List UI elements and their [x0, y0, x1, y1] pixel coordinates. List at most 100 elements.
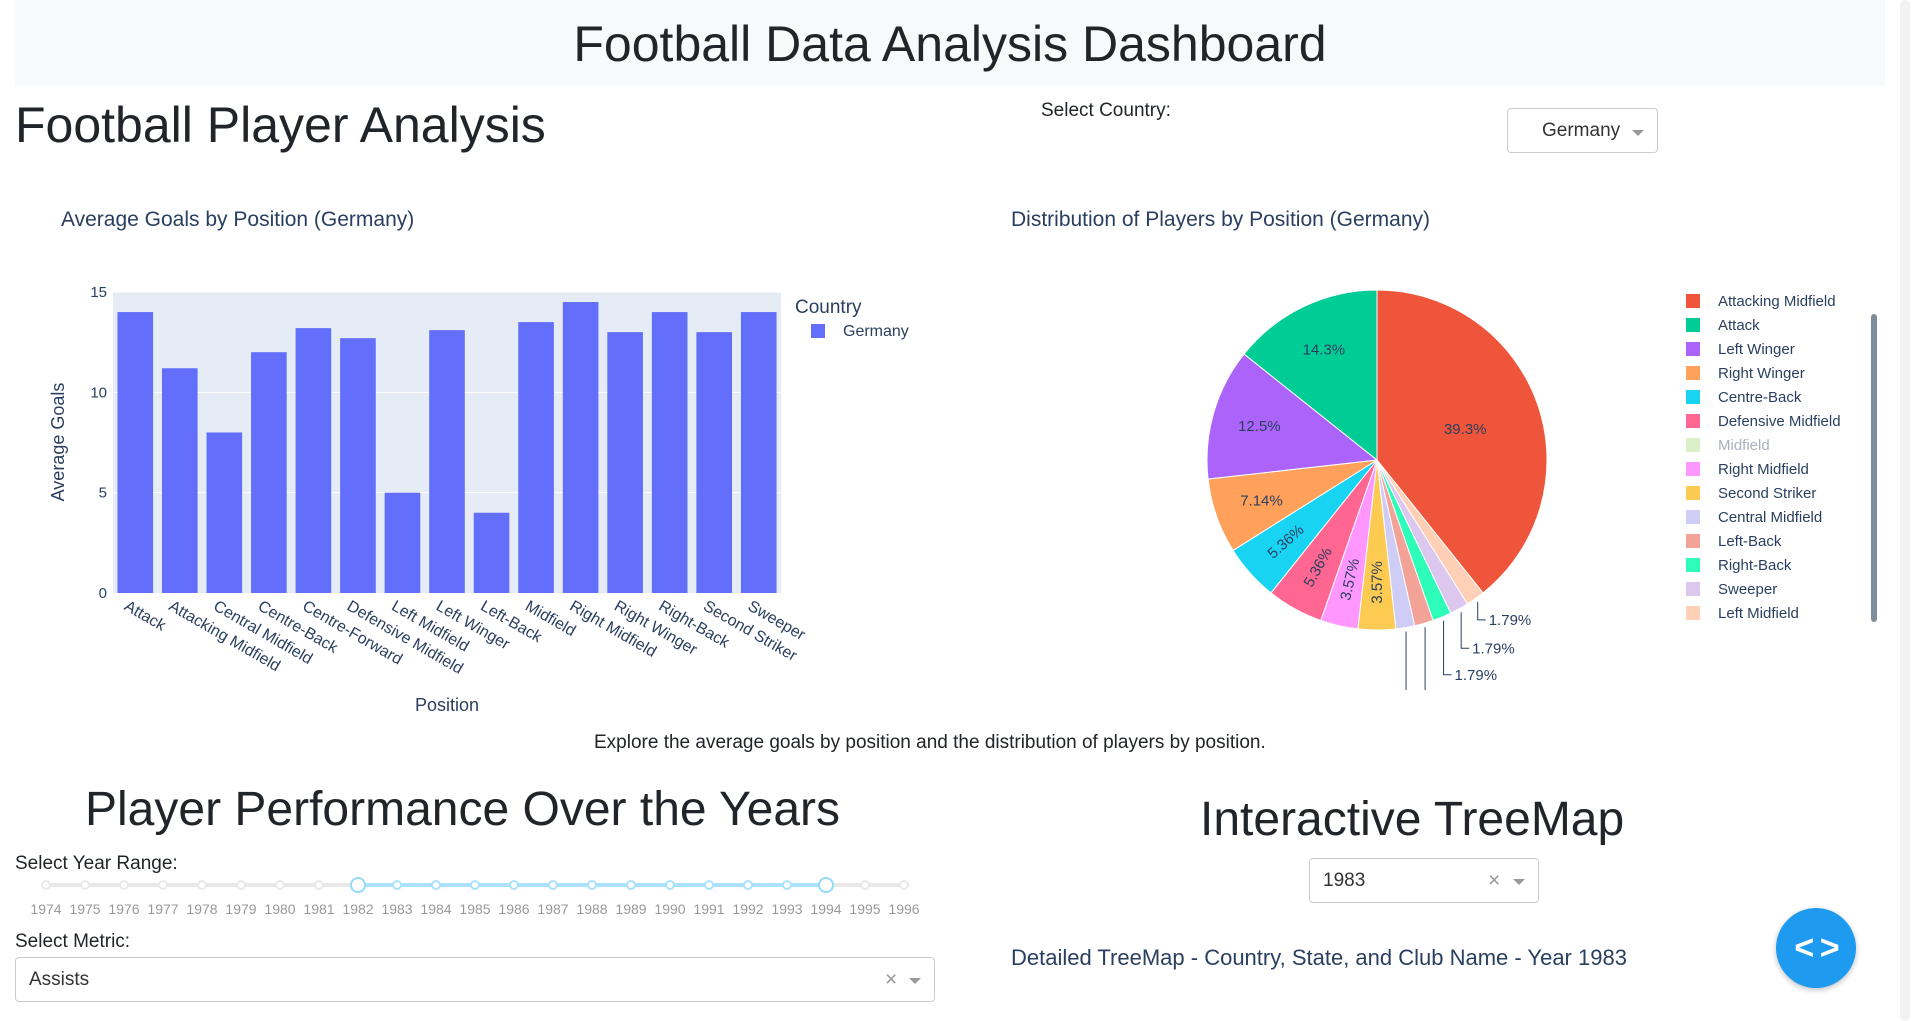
legend-swatch — [1686, 462, 1700, 476]
bar — [696, 332, 733, 593]
legend-label: Second Striker — [1718, 484, 1817, 502]
bar — [429, 330, 465, 593]
slider-mark-label: 1976 — [108, 901, 139, 917]
slider-dot — [158, 880, 168, 890]
slider-mark-label: 1989 — [615, 901, 646, 917]
pie-legend-item[interactable]: Attacking Midfield — [1686, 289, 1876, 313]
pie-legend-item[interactable]: Left-Back — [1686, 529, 1876, 553]
bar — [295, 328, 332, 593]
dashboard-title: Football Data Analysis Dashboard — [573, 16, 1327, 72]
legend-label: Sweeper — [1718, 580, 1778, 598]
treemap-year-dropdown[interactable]: 1983 × — [1309, 858, 1539, 903]
bar-chart-y-axis-title: Average Goals — [48, 383, 68, 502]
year-range-slider[interactable]: 1974 1975 1976 1977 1978 1979 1980 1981 1982 1983… — [15, 870, 935, 922]
pie-slice-label: 3.57% — [1369, 561, 1386, 604]
legend-label: Midfield — [1718, 436, 1770, 454]
metric-dropdown-value: Assists — [29, 969, 90, 990]
pie-label-leader — [1477, 601, 1486, 621]
chevron-down-icon[interactable] — [909, 978, 921, 984]
bar-legend-swatch — [811, 324, 825, 338]
slider-mark-label: 1994 — [810, 901, 841, 917]
pie-legend-item[interactable]: Left Winger — [1686, 337, 1876, 361]
slider-mark-label: 1996 — [888, 901, 919, 917]
pie-slice-label: 14.3% — [1303, 342, 1346, 359]
slider-mark-label: 1993 — [771, 901, 802, 917]
legend-label: Left Winger — [1718, 340, 1795, 358]
pie-slice-label: 1.79% — [1489, 612, 1532, 629]
pie-legend-item[interactable]: Centre-Back — [1686, 385, 1876, 409]
pie-label-leader — [1460, 612, 1470, 649]
clear-icon[interactable]: × — [885, 968, 898, 991]
legend-swatch — [1686, 390, 1700, 404]
slider-dot — [899, 880, 909, 890]
legend-swatch — [1686, 342, 1700, 356]
bar — [340, 338, 376, 593]
slider-dot — [860, 880, 870, 890]
slider-mark-label: 1981 — [303, 901, 334, 917]
pie-slice-label: 12.5% — [1238, 418, 1281, 435]
slider-handle[interactable] — [818, 877, 834, 893]
pie-legend-item[interactable]: Right-Back — [1686, 553, 1876, 577]
legend-label: Left Midfield — [1718, 604, 1799, 622]
pie-label-leader — [1424, 627, 1426, 690]
slider-mark-label: 1984 — [420, 901, 451, 917]
legend-label: Attacking Midfield — [1718, 292, 1836, 310]
slider-dot — [41, 880, 51, 890]
treemap-title: Interactive TreeMap — [1200, 793, 1625, 846]
bar-legend-label: Germany — [843, 323, 909, 340]
country-dropdown[interactable]: Germany — [1507, 108, 1658, 153]
pie-label-leader — [1443, 620, 1452, 676]
pie-legend-item[interactable]: Central Midfield — [1686, 505, 1876, 529]
legend-swatch — [1686, 366, 1700, 380]
slider-mark-label: 1988 — [576, 901, 607, 917]
pie-slice-label: 7.14% — [1240, 492, 1283, 509]
pie-label-leader — [1405, 631, 1407, 690]
slider-dot — [626, 880, 636, 890]
bar — [384, 492, 421, 593]
pie-slice — [1206, 353, 1379, 480]
treemap-year-value: 1983 — [1323, 870, 1366, 891]
metric-dropdown[interactable]: Assists × — [15, 957, 935, 1002]
slider-mark-label: 1978 — [186, 901, 217, 917]
slider-mark-label: 1974 — [30, 901, 61, 917]
pie-legend-item[interactable]: Defensive Midfield — [1686, 409, 1876, 433]
code-icon: < > — [1794, 928, 1839, 967]
slider-mark-label: 1987 — [537, 901, 568, 917]
pie-slice-label: 39.3% — [1444, 421, 1487, 438]
pie-legend-item[interactable]: Sweeper — [1686, 577, 1876, 601]
code-toggle-button[interactable]: < > — [1776, 908, 1856, 988]
pie-legend-scrollbar[interactable] — [1871, 314, 1877, 622]
bar — [607, 332, 643, 593]
pie-legend-item[interactable]: Right Midfield — [1686, 457, 1876, 481]
bar — [473, 512, 510, 593]
bar — [562, 302, 599, 593]
pie-legend-item[interactable]: Second Striker — [1686, 481, 1876, 505]
pie-chart-title: Distribution of Players by Position (Ger… — [1011, 208, 1430, 231]
legend-swatch — [1686, 582, 1700, 596]
slider-mark-label: 1985 — [459, 901, 490, 917]
country-dropdown-value: Germany — [1542, 120, 1621, 141]
x-tick-label: Attack — [121, 598, 169, 635]
pie-legend-item[interactable]: Left Midfield — [1686, 601, 1876, 625]
slider-dot — [665, 880, 675, 890]
slider-dot — [236, 880, 246, 890]
legend-label: Right Midfield — [1718, 460, 1809, 478]
legend-label: Attack — [1718, 316, 1760, 334]
pie-legend: Attacking Midfield Attack Left Winger Right… — [1686, 289, 1876, 629]
pie-legend-item[interactable]: Attack — [1686, 313, 1876, 337]
pie-legend-item[interactable]: Midfield — [1686, 433, 1876, 457]
pie-slice — [1243, 289, 1378, 462]
pie-legend-item[interactable]: Right Winger — [1686, 361, 1876, 385]
clear-icon[interactable]: × — [1488, 869, 1501, 892]
slider-dot — [782, 880, 792, 890]
chevron-down-icon[interactable] — [1632, 130, 1644, 136]
legend-swatch — [1686, 558, 1700, 572]
y-tick-label: 10 — [90, 384, 107, 401]
slider-mark-label: 1980 — [264, 901, 295, 917]
legend-swatch — [1686, 510, 1700, 524]
page-scrollbar-thumb[interactable] — [1900, 0, 1910, 1021]
legend-swatch — [1686, 438, 1700, 452]
chevron-down-icon[interactable] — [1513, 879, 1525, 885]
slider-dot — [509, 880, 519, 890]
slider-handle[interactable] — [350, 877, 366, 893]
